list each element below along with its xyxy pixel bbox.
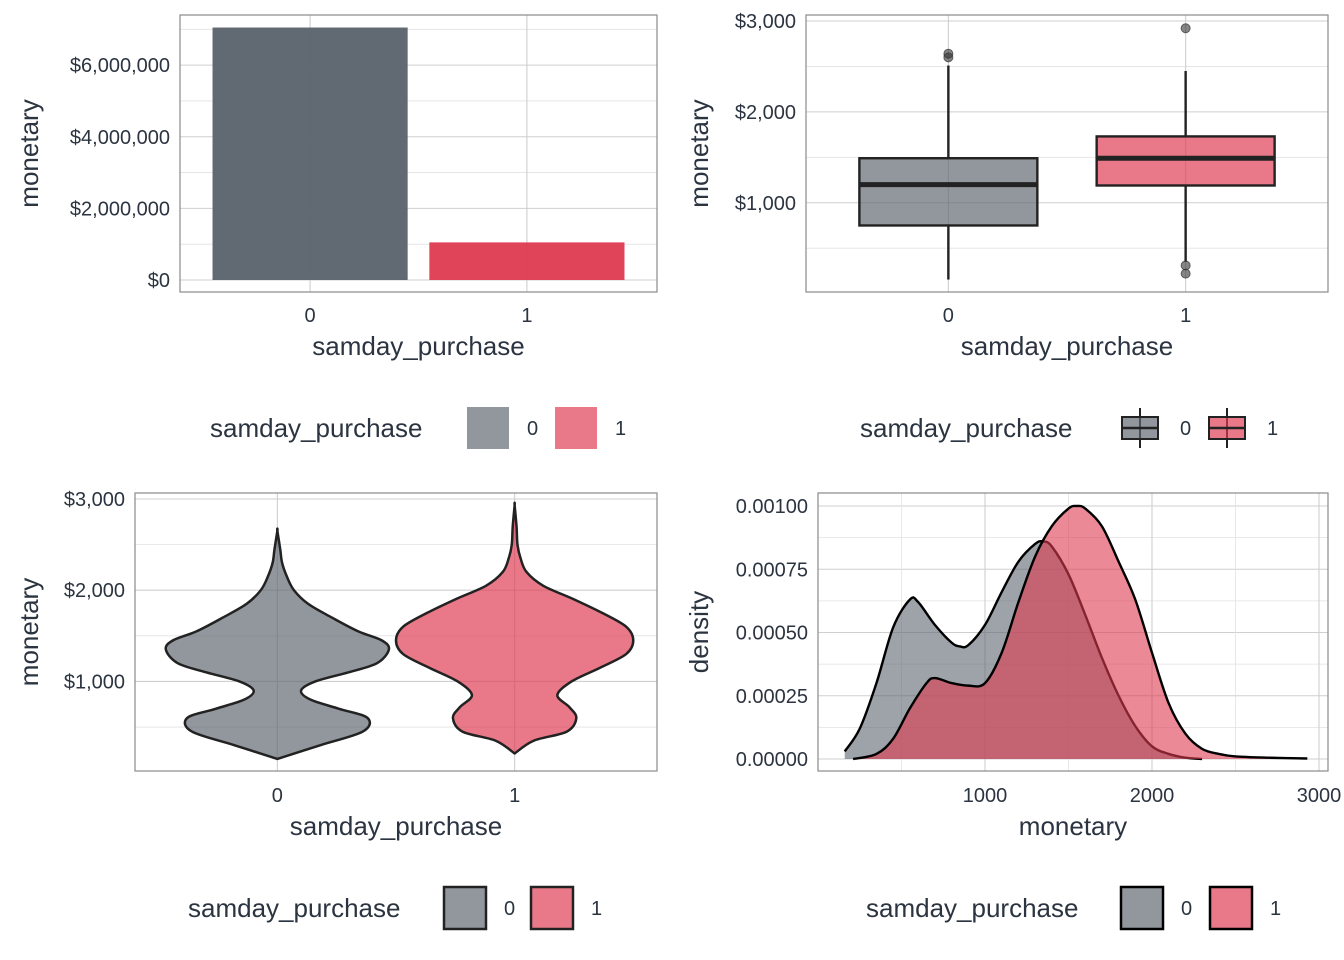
y-tick-label: 0.00075 [736, 559, 808, 581]
legend: samday_purchase 0 1 [860, 408, 1278, 448]
y-tick-label: $0 [148, 270, 170, 292]
y-tick-label: $1,000 [735, 193, 796, 215]
box-plot-panel: $1,000 $2,000 $3,000 0 1 samday_purchase monet… [684, 11, 1329, 448]
y-tick-label: $2,000,000 [70, 198, 170, 220]
legend: samday_purchase 0 1 [866, 885, 1281, 931]
x-axis-title: samday_purchase [290, 811, 502, 841]
violin-plot-panel: $1,000 $2,000 $3,000 0 1 samday_purchase monet… [14, 489, 658, 931]
legend-swatch [1119, 885, 1165, 931]
y-tick-label: 0.00000 [736, 749, 808, 771]
x-tick-label: 0 [943, 305, 954, 327]
violin-1 [394, 501, 635, 755]
y-axis-title: monetary [14, 578, 44, 686]
y-tick-label: $6,000,000 [70, 55, 170, 77]
legend-key-1: 1 [555, 407, 626, 449]
box [858, 157, 1039, 227]
y-axis-title: density [684, 591, 714, 673]
outlier-point [1180, 23, 1191, 34]
x-tick-label: 0 [305, 305, 316, 327]
legend-title: samday_purchase [866, 893, 1078, 923]
panel-border [805, 14, 1329, 293]
y-tick-label: $2,000 [735, 102, 796, 124]
violin-0 [164, 527, 391, 761]
legend-key-1: 1 [1208, 408, 1278, 448]
panel-border [817, 492, 1329, 772]
legend-label: 0 [527, 418, 538, 440]
outlier-point [943, 48, 954, 59]
bar-0 [212, 27, 408, 280]
legend-key-1: 1 [1208, 885, 1281, 931]
y-tick-label: $2,000 [64, 580, 125, 602]
y-axis-title: monetary [14, 99, 44, 207]
y-tick-label: 0.00025 [736, 686, 808, 708]
legend-key-1: 1 [529, 885, 602, 931]
legend-label: 0 [1181, 898, 1192, 920]
legend-label: 1 [1267, 418, 1278, 440]
density-area-1 [853, 505, 1308, 759]
y-tick-label: 0.00100 [736, 496, 808, 518]
legend-label: 0 [1180, 418, 1191, 440]
legend-swatch [529, 885, 575, 931]
x-tick-label: 1 [1180, 305, 1191, 327]
legend-key-0: 0 [1119, 885, 1192, 931]
outlier-point [1180, 268, 1191, 279]
x-tick-label: 1 [509, 785, 520, 807]
legend-swatch [1208, 885, 1254, 931]
y-tick-label: $1,000 [64, 671, 125, 693]
y-axis-title: monetary [684, 99, 714, 207]
legend-swatch [555, 407, 597, 449]
legend-title: samday_purchase [210, 413, 422, 443]
box [1095, 135, 1276, 187]
panel-border [134, 492, 658, 772]
legend-label: 1 [1270, 898, 1281, 920]
legend-swatch [442, 885, 488, 931]
legend-label: 1 [615, 418, 626, 440]
outlier-point [1180, 260, 1191, 271]
y-tick-label: $3,000 [735, 11, 796, 33]
x-tick-label: 0 [272, 785, 283, 807]
legend-key-0: 0 [1121, 408, 1191, 448]
y-tick-label: $3,000 [64, 489, 125, 511]
x-tick-label: 3000 [1297, 785, 1342, 807]
boxplot-0 [858, 48, 1039, 280]
bar-chart-panel: $0$2,000,000$4,000,000$6,000,0000 1samday… [14, 14, 658, 449]
legend-title: samday_purchase [860, 413, 1072, 443]
x-axis-title: monetary [1019, 811, 1127, 841]
boxplot-1 [1095, 23, 1276, 279]
x-axis-title: samday_purchase [312, 331, 524, 361]
legend-label: 0 [504, 898, 515, 920]
legend-swatch [467, 407, 509, 449]
y-tick-label: 0.00050 [736, 623, 808, 645]
y-tick-label: $4,000,000 [70, 127, 170, 149]
legend: samday_purchase 0 1 [188, 885, 602, 931]
legend-title: samday_purchase [188, 893, 400, 923]
x-axis-title: samday_purchase [961, 331, 1173, 361]
legend-label: 1 [591, 898, 602, 920]
legend-key-0: 0 [467, 407, 538, 449]
x-tick-label: 2000 [1130, 785, 1175, 807]
legend-key-0: 0 [442, 885, 515, 931]
density-plot-panel: 0.00000 0.00025 0.00050 0.00075 0.00100 1000 2… [684, 492, 1342, 931]
x-tick-label: 1 [521, 305, 532, 327]
x-tick-label: 1000 [963, 785, 1008, 807]
bar-1 [429, 242, 625, 280]
legend: samday_purchase 0 1 [210, 407, 626, 449]
density-line-1 [852, 504, 1308, 761]
panel-border [179, 14, 658, 293]
